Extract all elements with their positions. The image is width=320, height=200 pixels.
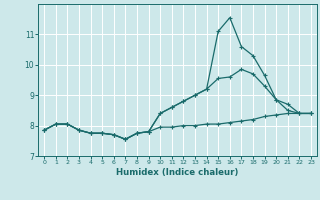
X-axis label: Humidex (Indice chaleur): Humidex (Indice chaleur) (116, 168, 239, 177)
